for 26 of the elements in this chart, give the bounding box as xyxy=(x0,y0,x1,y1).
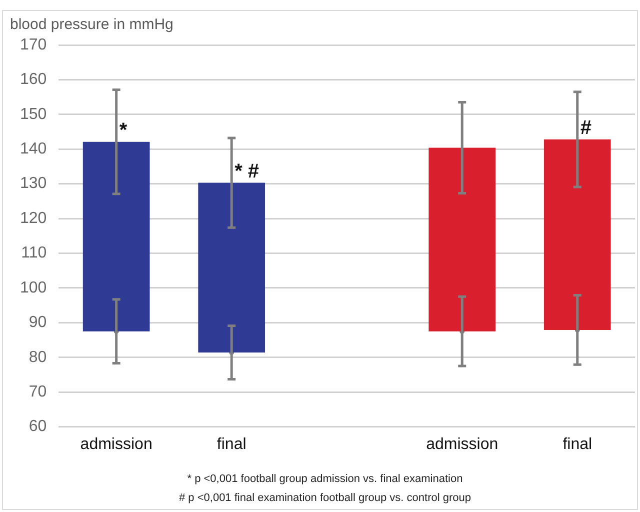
y-tick-label: 70 xyxy=(28,383,47,400)
y-tick-label: 110 xyxy=(21,244,47,262)
bar xyxy=(82,142,150,332)
y-tick-label: 120 xyxy=(20,210,47,227)
x-tick-label: admission xyxy=(80,436,152,453)
x-tick-label: admission xyxy=(426,436,498,453)
text: # p <0,001 final examination football group vs. control group xyxy=(178,491,472,506)
text: * p <0,001 football group admission vs. final examination xyxy=(186,472,464,487)
y-tick-label: 100 xyxy=(20,279,47,296)
bar xyxy=(428,148,496,332)
y-tick-label: 60 xyxy=(28,418,47,436)
y-tick-label: 140 xyxy=(20,140,47,158)
data-label: # xyxy=(580,116,592,139)
data-label: * xyxy=(119,119,128,142)
y-tick-label: 130 xyxy=(20,175,47,192)
x-tick-label: final xyxy=(216,436,246,453)
y-tick-label: 90 xyxy=(28,314,47,332)
data-label: * # xyxy=(234,160,260,182)
y-tick-label: 170 xyxy=(20,36,47,54)
bar xyxy=(198,182,266,353)
y-tick-label: 150 xyxy=(20,106,47,123)
y-tick-label: 80 xyxy=(28,348,47,366)
bar xyxy=(544,139,611,330)
x-tick-label: final xyxy=(562,436,592,453)
y-tick-label: 160 xyxy=(20,71,47,88)
y-axis-title: blood pressure in mmHg xyxy=(10,16,174,33)
